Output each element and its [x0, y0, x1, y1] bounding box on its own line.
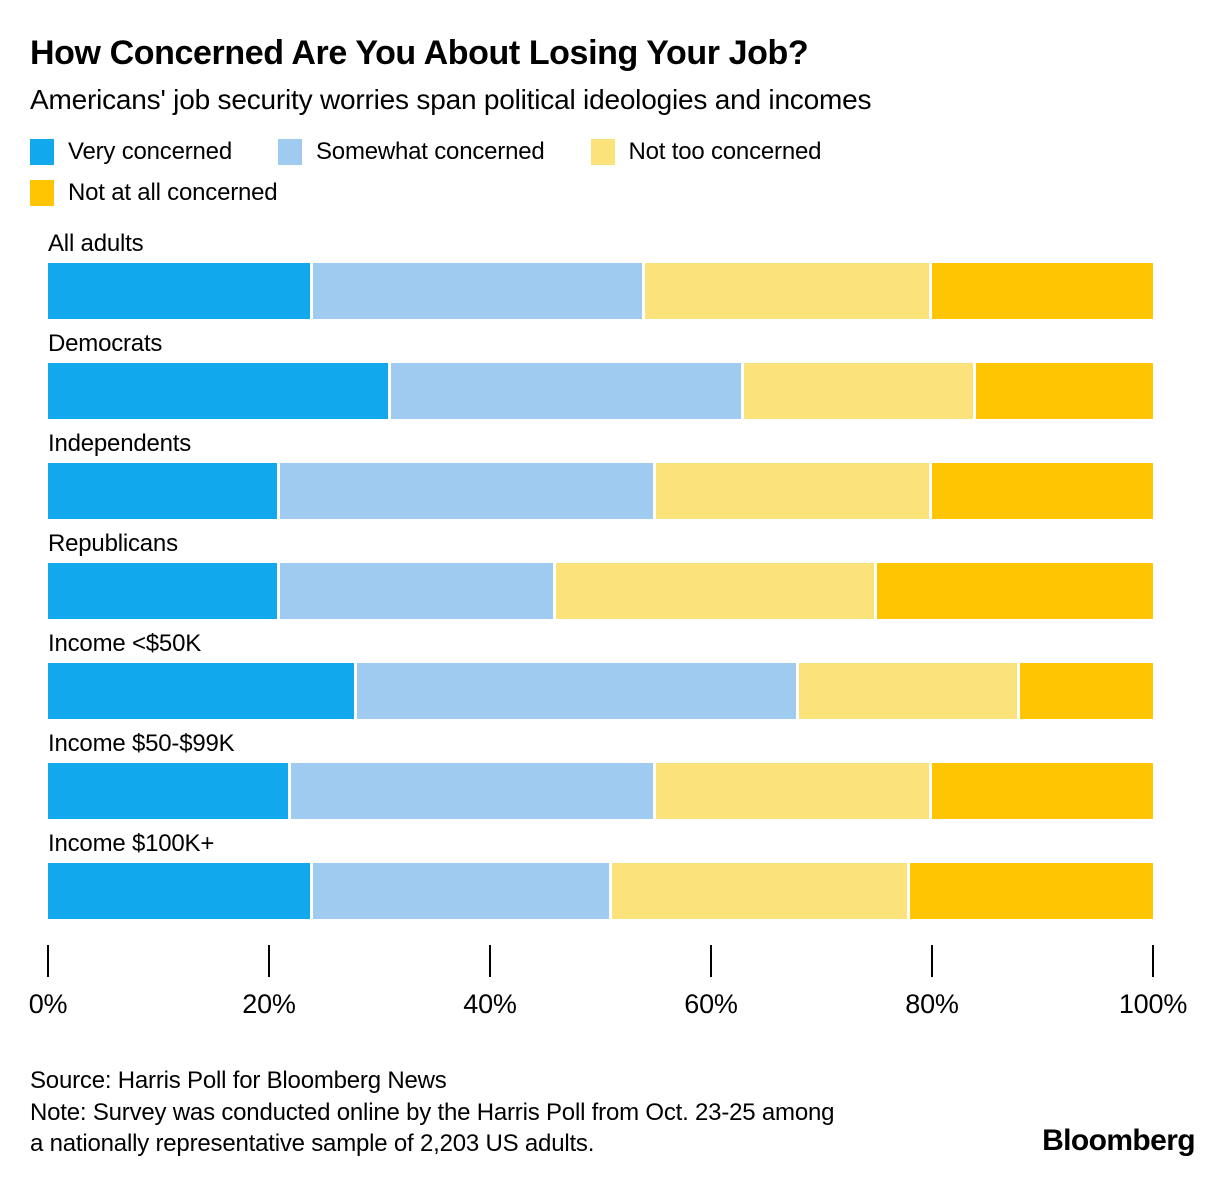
bar-segment-very-concerned	[48, 463, 281, 520]
stacked-bar	[48, 263, 1153, 320]
legend-swatch-icon	[30, 180, 54, 207]
x-axis-tick-label: 100%	[1118, 989, 1188, 1020]
x-axis-tick-mark	[1152, 945, 1154, 978]
bar-segment-somewhat-concerned	[357, 663, 800, 720]
x-axis-tick-label: 20%	[242, 989, 296, 1020]
bar-segment-not-too-concerned	[556, 563, 877, 620]
bar-segment-very-concerned	[48, 363, 391, 420]
x-axis-tick-mark	[931, 945, 933, 978]
x-axis-tick-mark	[268, 945, 270, 978]
legend-item: Not too concerned	[590, 138, 822, 166]
bar-segment-not-too-concerned	[644, 263, 932, 320]
bar-segment-somewhat-concerned	[313, 863, 612, 920]
bar-segment-not-at-all-concerned	[976, 363, 1153, 420]
bar-row-label: Income $50-$99K	[48, 730, 235, 758]
bar-segment-very-concerned	[48, 563, 281, 620]
legend-swatch-icon	[590, 139, 615, 166]
bar-segment-very-concerned	[48, 863, 314, 920]
bar-row: Republicans	[30, 529, 1195, 620]
footer-notes: Source: Harris Poll for Bloomberg News N…	[30, 1065, 834, 1160]
bar-row: Independents	[30, 429, 1195, 520]
bar-segment-not-at-all-concerned	[931, 763, 1153, 820]
bar-segment-not-at-all-concerned	[1020, 663, 1153, 720]
stacked-bar	[48, 363, 1153, 420]
bar-row-label: Democrats	[48, 330, 163, 358]
bar-row-label: Income $100K+	[48, 830, 215, 858]
bar-segment-not-too-concerned	[655, 463, 932, 520]
legend-item: Not at all concerned	[30, 179, 278, 207]
bar-row: Income <$50K	[30, 629, 1195, 720]
stacked-bar	[48, 763, 1153, 820]
bar-row: All adults	[30, 229, 1195, 320]
bar-row: Democrats	[30, 329, 1195, 420]
bar-segment-very-concerned	[48, 263, 314, 320]
x-axis-tick-mark	[47, 945, 49, 978]
x-axis-tick-label: 80%	[905, 989, 959, 1020]
legend: Very concerned Somewhat concerned Not too …	[30, 138, 1030, 207]
source-text: Source: Harris Poll for Bloomberg News	[30, 1066, 447, 1094]
bar-segment-not-at-all-concerned	[909, 863, 1153, 920]
bar-segment-somewhat-concerned	[280, 463, 656, 520]
bar-segment-somewhat-concerned	[280, 563, 557, 620]
legend-item: Very concerned	[30, 138, 232, 166]
bar-segment-not-too-concerned	[611, 863, 910, 920]
bar-segment-somewhat-concerned	[291, 763, 656, 820]
bar-segment-not-at-all-concerned	[931, 263, 1153, 320]
stacked-bar	[48, 663, 1153, 720]
bar-row-label: Income <$50K	[48, 630, 202, 658]
footer: Source: Harris Poll for Bloomberg News N…	[30, 1065, 1196, 1160]
bar-row-label: All adults	[48, 230, 144, 258]
chart-title: How Concerned Are You About Losing Your …	[30, 34, 809, 72]
stacked-bar	[48, 563, 1153, 620]
bloomberg-logo: Bloomberg	[1042, 1124, 1196, 1157]
x-axis: 0% 20% 40% 60% 80% 100%	[29, 945, 1187, 1025]
stacked-bar	[48, 463, 1153, 520]
legend-swatch-icon	[277, 139, 302, 166]
legend-label: Not too concerned	[628, 138, 822, 166]
bar-segment-somewhat-concerned	[390, 363, 745, 420]
legend-label: Very concerned	[68, 138, 232, 166]
bar-segment-not-at-all-concerned	[876, 563, 1153, 620]
bar-row-label: Independents	[48, 430, 192, 458]
bar-segment-not-at-all-concerned	[931, 463, 1153, 520]
bar-row-label: Republicans	[48, 530, 178, 558]
bar-segment-not-too-concerned	[655, 763, 932, 820]
stacked-bar	[48, 863, 1153, 920]
note-text-line2: a nationally representative sample of 2,…	[30, 1130, 595, 1158]
chart-subtitle: Americans' job security worries span pol…	[30, 84, 872, 116]
x-axis-tick-mark	[710, 945, 712, 978]
bar-segment-very-concerned	[48, 763, 292, 820]
note-text-line1: Note: Survey was conducted online by the…	[30, 1098, 835, 1126]
legend-item: Somewhat concerned	[277, 138, 545, 166]
x-axis-tick-label: 40%	[463, 989, 517, 1020]
bar-segment-very-concerned	[48, 663, 358, 720]
x-axis-tick-label: 0%	[28, 989, 68, 1020]
bar-segment-somewhat-concerned	[313, 263, 645, 320]
bar-row: Income $100K+	[30, 829, 1195, 920]
legend-label: Somewhat concerned	[315, 138, 545, 166]
x-axis-tick-label: 60%	[684, 989, 738, 1020]
bar-segment-not-too-concerned	[744, 363, 977, 420]
bar-row: Income $50-$99K	[30, 729, 1195, 820]
legend-label: Not at all concerned	[68, 179, 278, 207]
x-axis-tick-mark	[489, 945, 491, 978]
stacked-bar-chart: All adults Democrats Independents Republica…	[30, 229, 1195, 920]
legend-swatch-icon	[30, 139, 54, 166]
bar-segment-not-too-concerned	[799, 663, 1021, 720]
